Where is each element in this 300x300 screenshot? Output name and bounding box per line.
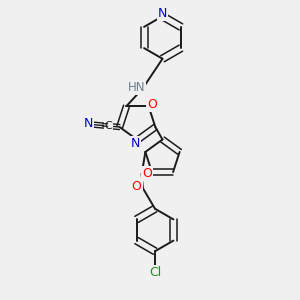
Text: N: N [158, 7, 167, 20]
Text: HN: HN [128, 81, 145, 94]
Text: N: N [84, 117, 93, 130]
Text: ≡: ≡ [100, 120, 109, 130]
Text: C: C [104, 121, 112, 131]
Text: N: N [130, 137, 140, 150]
Text: O: O [132, 180, 142, 194]
Text: O: O [147, 98, 157, 111]
Text: Cl: Cl [149, 266, 161, 279]
Text: O: O [142, 167, 152, 180]
